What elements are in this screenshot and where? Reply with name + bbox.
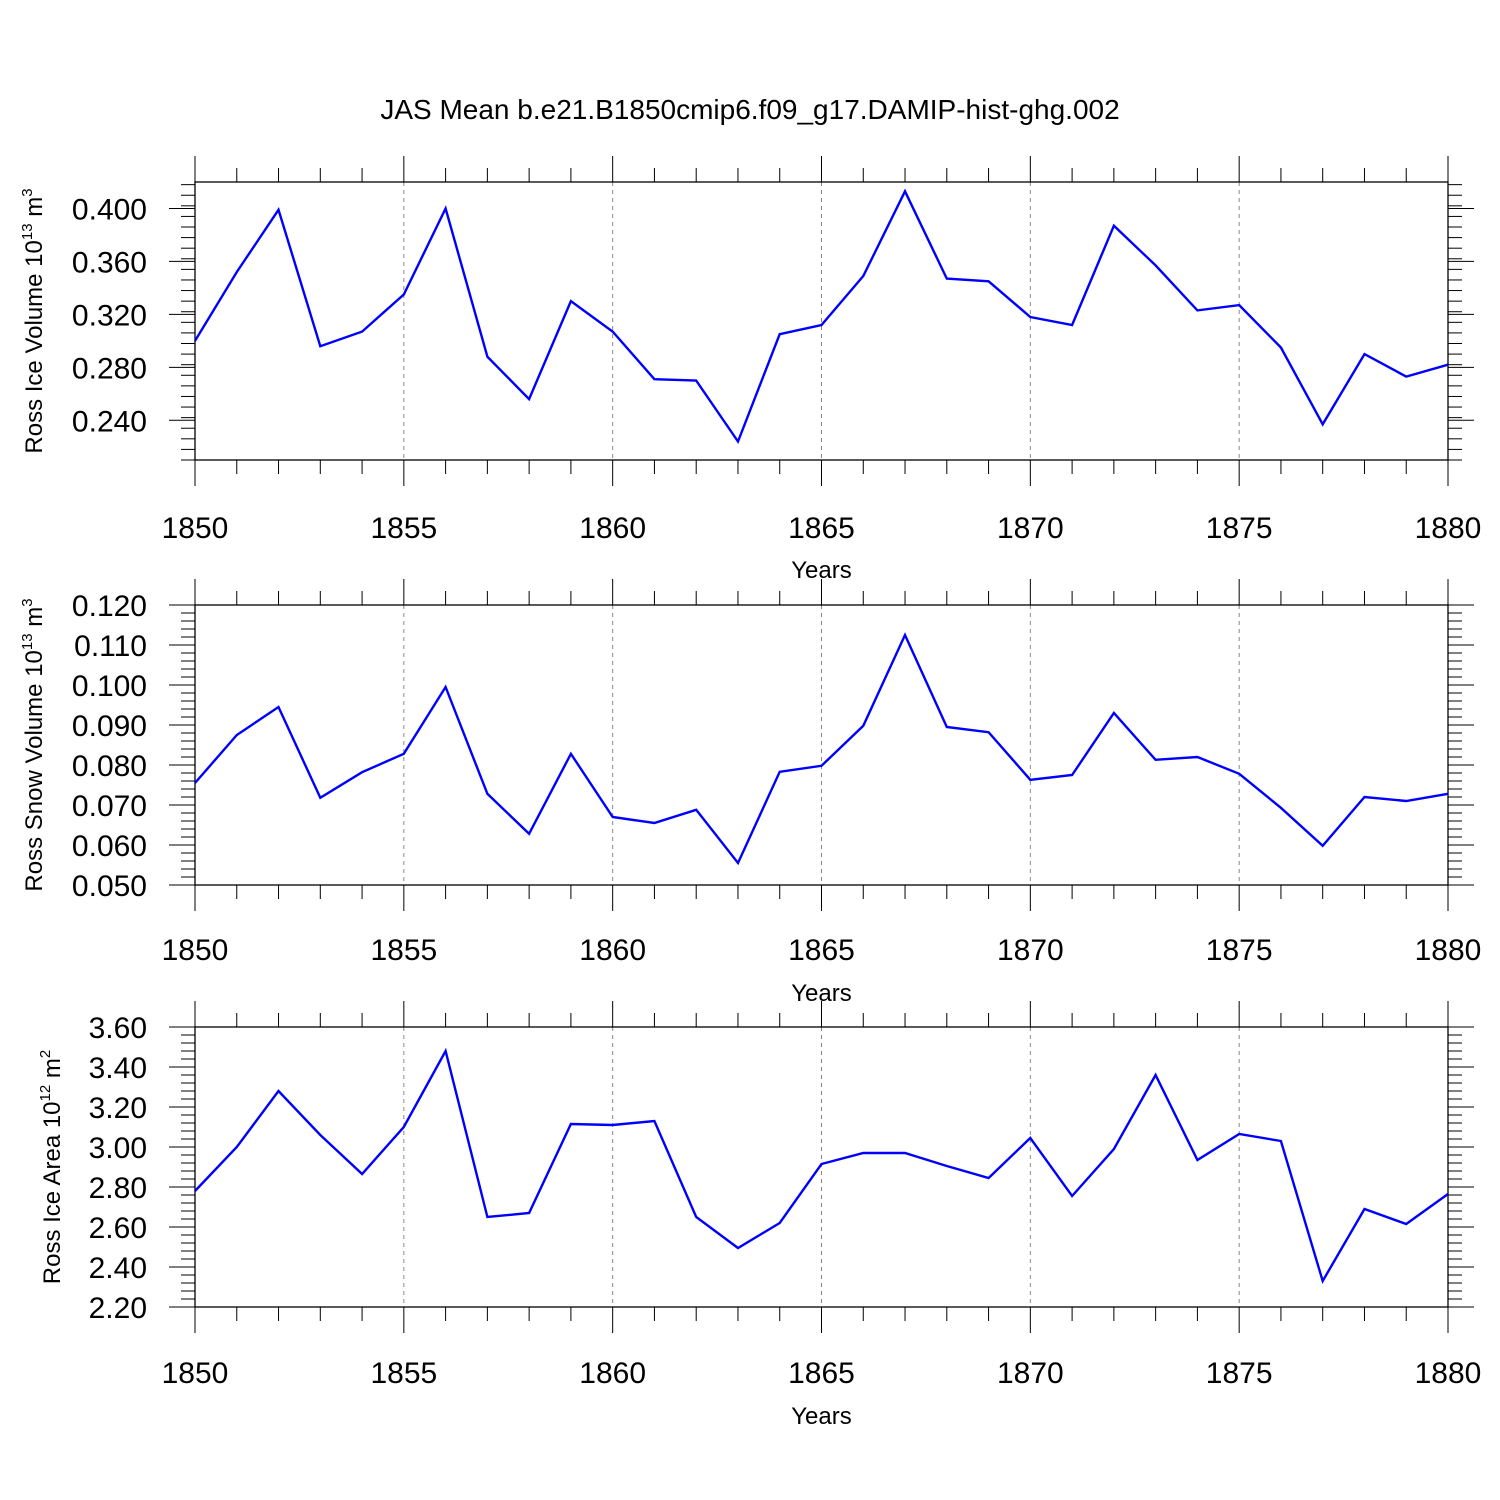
y-tick-label: 0.060 — [72, 830, 147, 863]
x-tick-label: 1860 — [579, 934, 646, 967]
series-line — [193, 188, 1449, 445]
y-tick-label: 0.100 — [72, 670, 147, 703]
y-axis-title: Ross Snow Volume 1013 m3 — [19, 598, 48, 891]
y-tick-label: 2.80 — [89, 1172, 147, 1205]
y-tick-label: 0.320 — [72, 299, 147, 332]
x-tick-label: 1855 — [370, 934, 437, 967]
x-tick-label: 1880 — [1415, 934, 1482, 967]
y-tick-label: 0.110 — [74, 630, 147, 663]
x-tick-label: 1870 — [997, 934, 1064, 967]
chart-panels: 1850 1855 1860 1865 1870 1875 1880 Years 0.400 0.… — [19, 156, 1481, 1430]
x-tick-label: 1870 — [997, 1357, 1064, 1390]
x-tick-label: 1875 — [1206, 512, 1273, 545]
y-tick-label: 2.40 — [89, 1252, 147, 1285]
y-tick-label: 3.20 — [89, 1092, 147, 1125]
x-tick-label: 1875 — [1206, 1357, 1273, 1390]
chart-panel-3: 1850 1855 1860 1865 1870 1875 1880 Years 3.60 3.4… — [37, 1001, 1481, 1430]
y-axis-title: Ross Ice Volume 1013 m3 — [19, 188, 48, 453]
y-tick-label: 0.080 — [72, 750, 147, 783]
x-tick-label: 1870 — [997, 512, 1064, 545]
y-tick-label: 3.40 — [89, 1052, 147, 1085]
x-tick-label: 1875 — [1206, 934, 1273, 967]
figure-title: JAS Mean b.e21.B1850cmip6.f09_g17.DAMIP-… — [380, 94, 1119, 125]
y-tick-label: 0.400 — [72, 193, 147, 226]
y-tick-label: 0.050 — [72, 870, 147, 903]
x-tick-label: 1855 — [370, 512, 437, 545]
y-axis-title: Ross Ice Area 1012 m2 — [37, 1050, 66, 1284]
x-tick-label: 1880 — [1415, 512, 1482, 545]
y-tick-label: 0.070 — [72, 790, 147, 823]
x-tick-label: 1865 — [788, 1357, 855, 1390]
x-tick-label: 1850 — [162, 512, 229, 545]
x-axis-title: Years — [791, 1403, 852, 1430]
y-tick-label: 0.120 — [72, 590, 147, 623]
x-tick-label: 1865 — [788, 934, 855, 967]
chart-panel-2: 1850 1855 1860 1865 1870 1875 1880Years0.1200.… — [19, 579, 1481, 1007]
x-tick-label: 1855 — [370, 1357, 437, 1390]
y-tick-label: 0.240 — [72, 405, 147, 438]
x-tick-label: 1860 — [579, 512, 646, 545]
x-tick-label: 1850 — [162, 1357, 229, 1390]
x-tick-label: 1850 — [162, 934, 229, 967]
y-tick-label: 2.20 — [89, 1292, 147, 1325]
y-tick-label: 0.090 — [72, 710, 147, 743]
x-tick-label: 1860 — [579, 1357, 646, 1390]
y-tick-label: 3.60 — [89, 1012, 147, 1045]
y-tick-label: 0.360 — [72, 246, 147, 279]
y-tick-label: 3.00 — [89, 1132, 147, 1165]
y-tick-label: 0.280 — [72, 352, 147, 385]
x-tick-label: 1880 — [1415, 1357, 1482, 1390]
x-tick-label: 1865 — [788, 512, 855, 545]
y-tick-label: 2.60 — [89, 1212, 147, 1245]
chart-panel-1: 1850 1855 1860 1865 1870 1875 1880Years0.4000.… — [19, 156, 1481, 584]
